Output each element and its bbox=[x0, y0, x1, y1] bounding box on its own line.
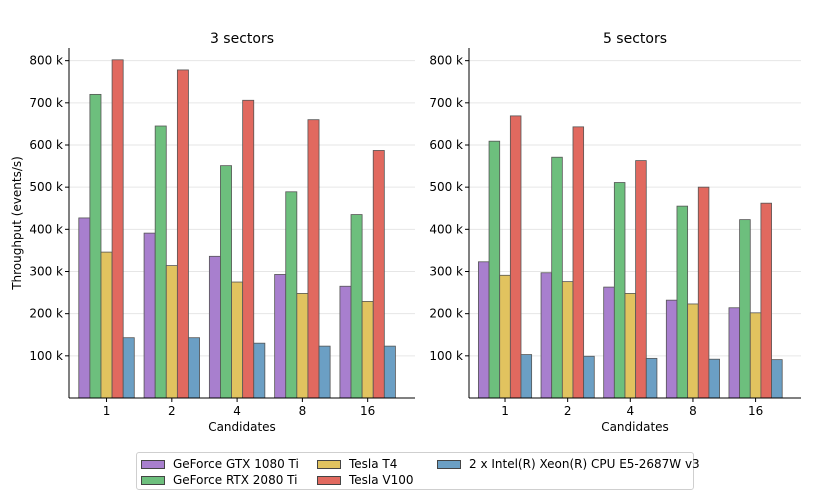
bar bbox=[583, 355, 595, 399]
bar bbox=[361, 301, 374, 399]
bar bbox=[122, 337, 135, 399]
y-tick-label: 200 k bbox=[29, 307, 63, 321]
bar bbox=[383, 345, 396, 399]
bar bbox=[154, 125, 167, 399]
bar bbox=[274, 274, 287, 399]
bar bbox=[285, 191, 298, 399]
legend-label: Tesla T4 bbox=[349, 457, 398, 471]
bar bbox=[231, 281, 244, 399]
x-axis-label: Candidates bbox=[601, 420, 669, 434]
x-tick-label: 1 bbox=[501, 404, 509, 418]
bar bbox=[613, 182, 626, 399]
legend-swatch bbox=[317, 459, 341, 469]
x-tick-label: 16 bbox=[360, 404, 375, 418]
legend-item: GeForce GTX 1080 Ti bbox=[141, 457, 299, 471]
bar bbox=[111, 59, 124, 399]
legend-label: 2 x Intel(R) Xeon(R) CPU E5-2687W v3 bbox=[469, 457, 700, 471]
y-tick-label: 400 k bbox=[29, 222, 63, 236]
bar bbox=[665, 299, 678, 399]
bar bbox=[760, 202, 772, 399]
y-tick-label: 700 k bbox=[429, 96, 463, 110]
legend-swatch bbox=[141, 475, 165, 485]
y-tick-label: 100 k bbox=[429, 349, 463, 363]
bar bbox=[551, 156, 563, 399]
legend-swatch bbox=[317, 475, 341, 485]
bar bbox=[188, 337, 200, 399]
bar bbox=[561, 281, 574, 399]
legend-item: 2 x Intel(R) Xeon(R) CPU E5-2687W v3 bbox=[437, 457, 700, 471]
bar bbox=[143, 232, 156, 399]
bar bbox=[749, 312, 762, 399]
bar bbox=[676, 205, 689, 399]
chart-title: 5 sectors bbox=[603, 31, 667, 47]
legend-label: GeForce RTX 2080 Ti bbox=[173, 473, 298, 487]
y-tick-label: 500 k bbox=[29, 180, 63, 194]
bar bbox=[645, 357, 658, 399]
bar bbox=[339, 285, 352, 399]
legend: GeForce GTX 1080 Ti GeForce RTX 2080 Ti … bbox=[136, 452, 700, 490]
bar bbox=[372, 150, 385, 399]
bar bbox=[253, 342, 266, 399]
legend-item: GeForce RTX 2080 Ti bbox=[141, 473, 297, 487]
x-tick-label: 8 bbox=[299, 404, 307, 418]
bar bbox=[100, 251, 113, 399]
y-axis-label: Throughput (events/s) bbox=[10, 156, 24, 291]
y-tick-label: 600 k bbox=[429, 138, 463, 152]
bar bbox=[697, 186, 710, 399]
bar bbox=[728, 307, 741, 399]
bar bbox=[477, 261, 490, 399]
y-tick-label: 600 k bbox=[29, 138, 63, 152]
y-tick-label: 800 k bbox=[29, 54, 63, 68]
x-tick-label: 4 bbox=[626, 404, 634, 418]
bar bbox=[771, 359, 783, 399]
bar bbox=[350, 214, 363, 399]
bar bbox=[488, 140, 501, 399]
x-tick-label: 2 bbox=[564, 404, 572, 418]
bar bbox=[176, 69, 189, 399]
bar bbox=[520, 354, 533, 399]
legend-item: Tesla T4 bbox=[317, 457, 397, 471]
bar bbox=[499, 274, 511, 399]
bar bbox=[708, 358, 720, 399]
bar bbox=[242, 99, 255, 399]
x-tick-label: 4 bbox=[233, 404, 241, 418]
y-tick-label: 400 k bbox=[429, 222, 463, 236]
bar bbox=[318, 345, 331, 399]
bar bbox=[540, 272, 553, 399]
y-tick-label: 200 k bbox=[429, 307, 463, 321]
bar bbox=[208, 255, 221, 399]
bar bbox=[89, 93, 102, 399]
x-tick-label: 8 bbox=[689, 404, 697, 418]
y-tick-label: 100 k bbox=[29, 349, 63, 363]
bar bbox=[624, 293, 637, 399]
bar bbox=[739, 219, 751, 399]
bar bbox=[296, 293, 309, 399]
legend-label: GeForce GTX 1080 Ti bbox=[173, 457, 299, 471]
y-tick-label: 500 k bbox=[429, 180, 463, 194]
bar bbox=[509, 115, 522, 399]
bar bbox=[635, 160, 647, 399]
y-tick-label: 800 k bbox=[429, 54, 463, 68]
x-tick-label: 2 bbox=[168, 404, 176, 418]
y-tick-label: 300 k bbox=[29, 264, 63, 278]
bar bbox=[603, 286, 615, 399]
x-tick-label: 16 bbox=[748, 404, 763, 418]
legend-label: Tesla V100 bbox=[349, 473, 414, 487]
bar bbox=[78, 217, 91, 399]
x-tick-label: 1 bbox=[103, 404, 111, 418]
legend-swatch bbox=[141, 459, 165, 469]
bar bbox=[220, 165, 232, 399]
legend-item: Tesla V100 bbox=[317, 473, 414, 487]
bar bbox=[165, 265, 178, 399]
bar bbox=[687, 303, 699, 399]
bar bbox=[572, 126, 585, 399]
y-tick-label: 700 k bbox=[29, 96, 63, 110]
bar bbox=[307, 119, 320, 399]
chart-title: 3 sectors bbox=[210, 31, 274, 47]
x-axis-label: Candidates bbox=[208, 420, 276, 434]
y-tick-label: 300 k bbox=[429, 264, 463, 278]
legend-swatch bbox=[437, 459, 461, 469]
